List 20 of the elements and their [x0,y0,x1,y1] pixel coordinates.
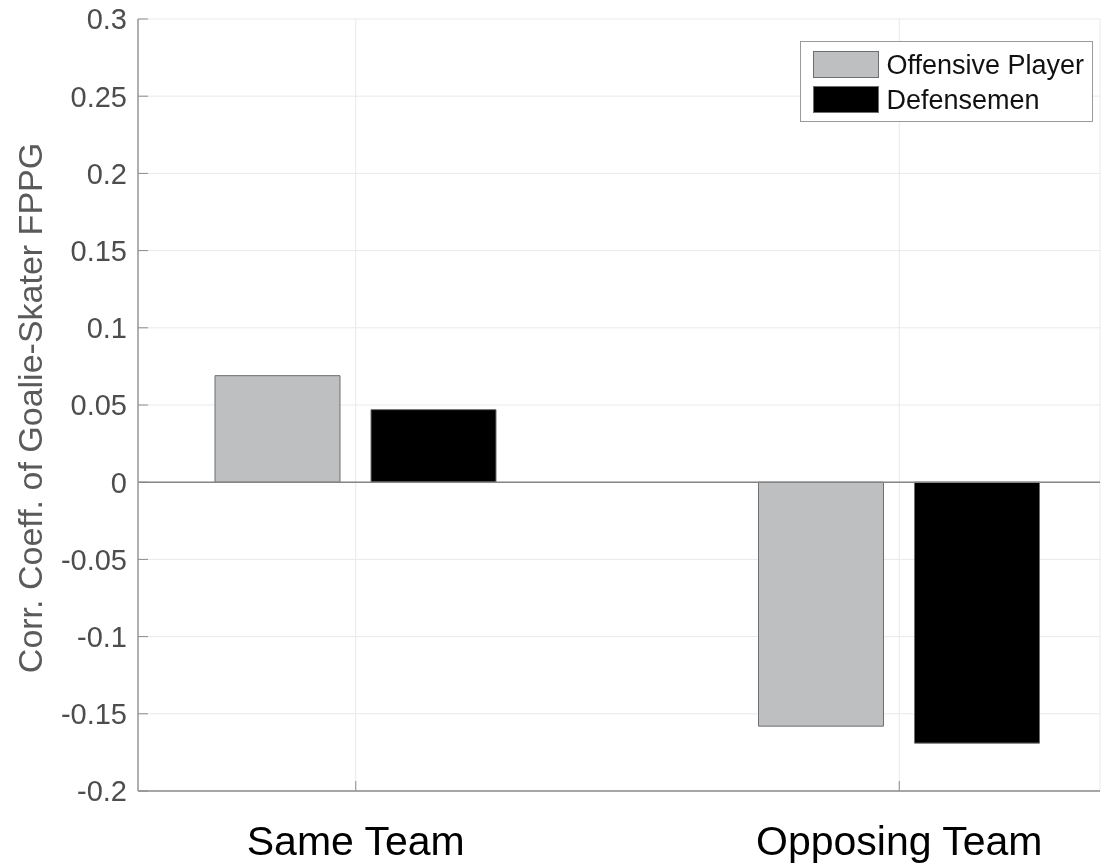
y-tick-label: 0.2 [86,157,127,190]
x-tick-label: Opposing Team [756,818,1043,864]
x-tick-label: Same Team [246,818,465,864]
bar [370,409,497,483]
bar [758,481,884,727]
y-tick-label: 0.15 [70,235,127,268]
bar [214,375,341,483]
legend-label: Defensemen [886,84,1040,115]
y-tick-label: -0.15 [60,698,127,731]
y-tick-label: -0.1 [77,621,127,654]
y-tick-label: 0.05 [70,389,127,422]
y-axis-title: Corr. Coeff. of Goalie-Skater FPPG [11,142,50,674]
legend-label: Offensive Player [886,49,1084,80]
y-tick-label: 0.25 [70,80,127,113]
y-tick-label: 0.1 [86,312,127,345]
y-tick-label: -0.2 [77,775,127,808]
y-tick-label: 0.3 [86,3,127,36]
y-tick-label: 0 [110,466,127,499]
bar [914,481,1040,744]
y-tick-label: -0.05 [60,543,127,576]
